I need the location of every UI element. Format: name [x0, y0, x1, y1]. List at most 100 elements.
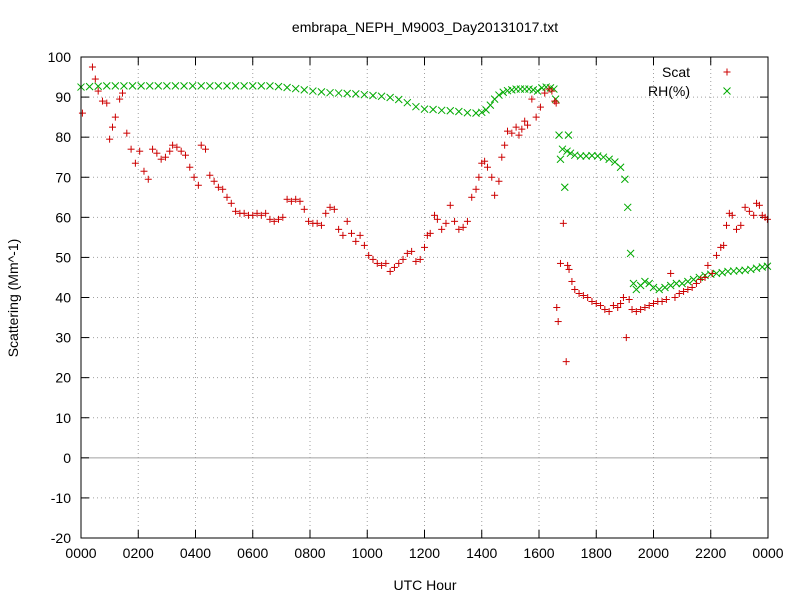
data-point-scat — [177, 147, 185, 155]
data-point-rh — [197, 82, 206, 90]
data-point-scat — [556, 259, 564, 267]
data-point-scat — [481, 157, 489, 165]
data-point-rh — [188, 82, 197, 90]
x-tick-label: 2200 — [695, 545, 726, 561]
x-tick-label: 0200 — [123, 545, 154, 561]
data-point-scat — [750, 211, 758, 219]
data-point-rh — [214, 82, 223, 90]
data-point-scat — [584, 294, 592, 301]
data-point-rh — [446, 106, 455, 115]
data-point-scat — [108, 123, 116, 131]
data-point-scat — [149, 145, 157, 153]
data-point-rh — [655, 285, 664, 294]
data-point-rh — [555, 131, 563, 140]
data-point-scat — [78, 109, 86, 117]
x-tick-label: 0000 — [65, 545, 96, 561]
y-tick-label: 50 — [55, 249, 71, 265]
data-point-scat — [390, 263, 398, 271]
data-point-rh — [576, 152, 585, 160]
data-point-scat — [641, 304, 649, 312]
data-point-rh — [351, 90, 360, 98]
data-point-scat — [335, 225, 343, 233]
data-point-scat — [701, 273, 709, 281]
data-point-scat — [579, 291, 587, 299]
x-tick-label: 1400 — [466, 545, 497, 561]
data-point-rh — [334, 89, 343, 97]
data-point-scat — [728, 211, 736, 219]
data-point-rh — [529, 86, 538, 94]
data-point-scat — [287, 197, 295, 205]
data-point-scat — [116, 95, 124, 103]
data-point-scat — [468, 193, 476, 201]
data-point-scat — [495, 177, 503, 185]
data-point-scat — [565, 265, 573, 273]
data-point-rh — [145, 82, 154, 90]
y-tick-label: -20 — [51, 530, 71, 546]
data-point-scat — [123, 129, 131, 137]
data-point-scat — [426, 229, 434, 237]
data-point-scat — [622, 334, 630, 342]
data-point-scat — [262, 209, 270, 217]
data-point-scat — [106, 135, 114, 143]
data-point-rh — [563, 147, 571, 156]
data-point-rh — [257, 82, 266, 90]
data-point-scat — [266, 215, 274, 223]
data-point-rh — [377, 92, 386, 101]
data-point-rh — [309, 87, 317, 95]
data-point-scat — [650, 300, 657, 308]
data-point-scat — [592, 300, 600, 308]
data-point-rh — [429, 105, 437, 114]
data-point-scat — [605, 308, 613, 316]
data-point-scat — [91, 75, 99, 83]
data-point-scat — [194, 181, 202, 189]
data-point-scat — [322, 209, 330, 217]
data-point-scat — [433, 215, 441, 223]
legend: Scat RH(%) — [648, 64, 731, 99]
y-tick-label: 60 — [55, 209, 71, 225]
data-point-rh — [85, 82, 94, 91]
legend-symbol-rh — [723, 87, 731, 95]
data-point-rh — [495, 91, 503, 99]
y-tick-label: 80 — [55, 129, 71, 145]
x-tick-label: 1600 — [523, 545, 554, 561]
data-point-scat — [564, 261, 572, 269]
data-point-scat — [521, 117, 529, 125]
data-point-scat — [157, 155, 165, 163]
data-point-scat — [386, 267, 394, 275]
data-point-scat — [704, 261, 712, 269]
data-point-scat — [619, 294, 627, 301]
data-point-scat — [568, 277, 576, 285]
data-point-scat — [455, 225, 463, 233]
data-point-scat — [408, 247, 416, 255]
data-point-scat — [680, 287, 688, 295]
series-scat — [78, 63, 771, 366]
data-point-scat — [483, 163, 491, 171]
y-tick-label: 30 — [55, 330, 71, 346]
data-point-scat — [279, 213, 287, 221]
data-point-scat — [313, 219, 321, 227]
x-tick-label: 0600 — [237, 545, 268, 561]
data-point-scat — [614, 304, 622, 312]
data-point-scat — [343, 217, 351, 225]
data-point-rh — [420, 105, 429, 113]
data-point-scat — [88, 63, 96, 71]
data-point-scat — [360, 241, 368, 249]
data-point-rh — [566, 149, 575, 158]
data-point-rh — [180, 82, 188, 90]
data-point-scat — [161, 153, 169, 161]
data-point-scat — [684, 285, 692, 293]
data-point-scat — [330, 205, 338, 213]
data-point-scat — [741, 203, 749, 211]
data-point-rh — [486, 101, 495, 109]
data-point-scat — [488, 173, 496, 181]
x-axis-ticks: 0000 0200 0400 0600 0800 1000 1200 1400 1600 1800… — [65, 57, 784, 561]
data-point-scat — [369, 255, 377, 263]
data-point-scat — [127, 145, 135, 153]
data-point-scat — [512, 123, 520, 131]
data-point-rh — [689, 275, 698, 284]
data-point-rh — [678, 279, 686, 288]
data-point-rh — [137, 82, 145, 90]
y-tick-label: 40 — [55, 290, 71, 306]
data-point-scat — [317, 221, 325, 229]
data-point-rh — [94, 82, 103, 91]
